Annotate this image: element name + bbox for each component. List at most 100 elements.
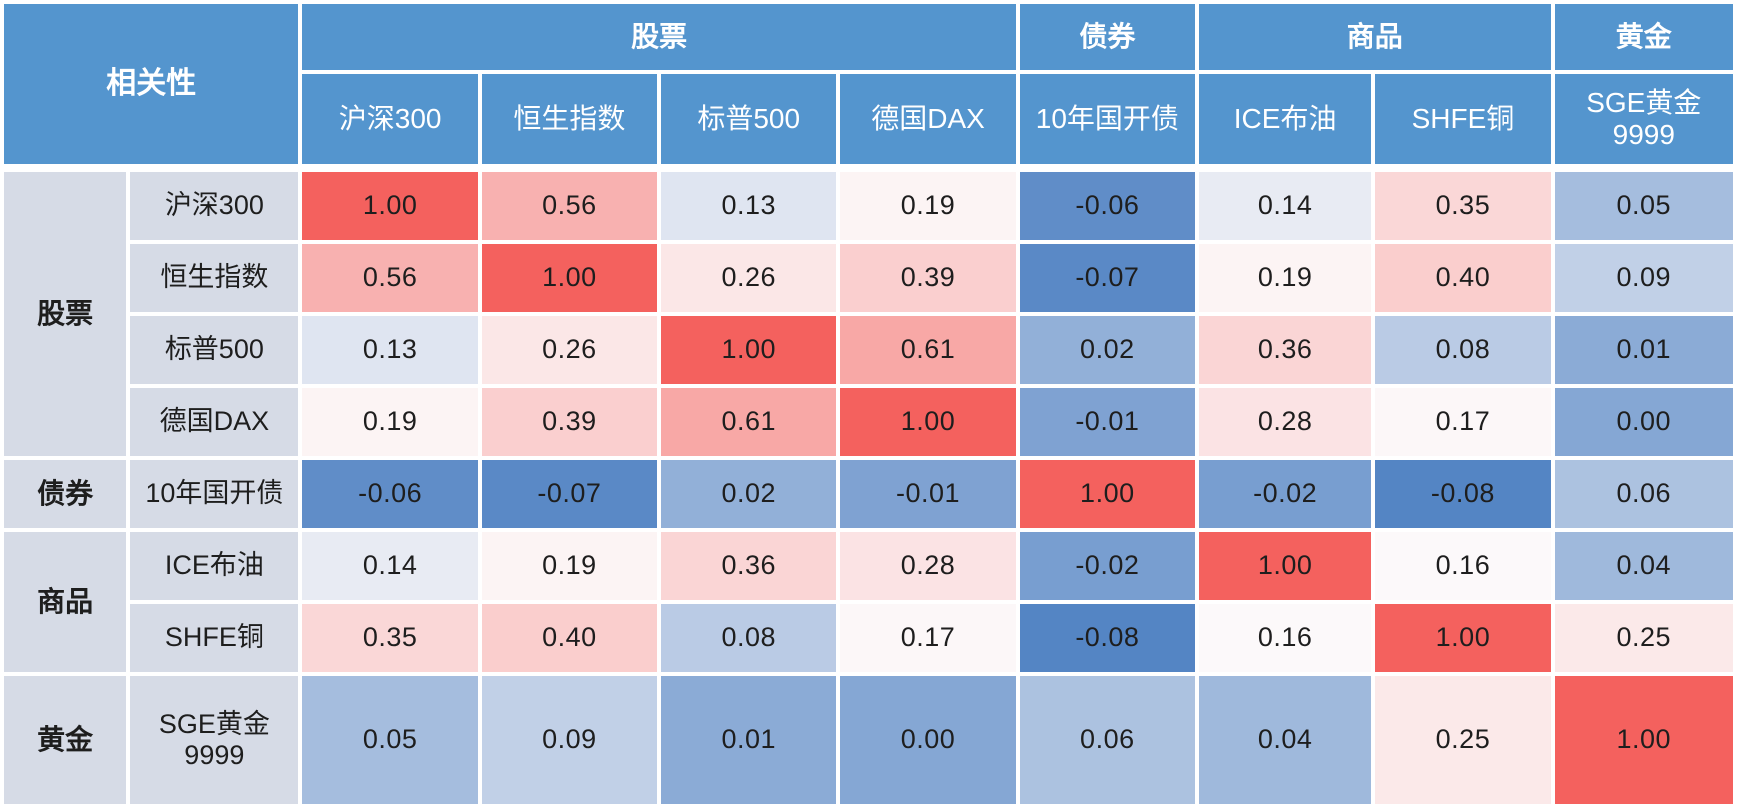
matrix-cell: 0.19: [302, 388, 478, 456]
column-group-header-bonds: 债券: [1019, 4, 1195, 70]
matrix-cell: 0.26: [481, 316, 658, 384]
matrix-cell: 0.28: [840, 532, 1016, 600]
table-row: SHFE铜 0.35 0.40 0.08 0.17 -0.08 0.16 1.0…: [4, 604, 1733, 672]
matrix-cell: 0.16: [1198, 604, 1372, 672]
matrix-cell: 1.00: [1375, 604, 1551, 672]
row-label: 恒生指数: [130, 244, 299, 312]
column-header: 10年国开债: [1019, 74, 1195, 168]
row-label: SGE黄金 9999: [130, 676, 299, 804]
matrix-cell: 0.56: [481, 172, 658, 240]
matrix-cell: 0.35: [1375, 172, 1551, 240]
matrix-cell: 0.04: [1554, 532, 1733, 600]
column-group-header-stocks: 股票: [302, 4, 1016, 70]
column-header: SHFE铜: [1375, 74, 1551, 168]
matrix-cell: 0.01: [661, 676, 837, 804]
matrix-cell: -0.02: [1198, 460, 1372, 528]
matrix-cell: 0.39: [840, 244, 1016, 312]
matrix-cell: 0.08: [661, 604, 837, 672]
matrix-cell: 1.00: [661, 316, 837, 384]
matrix-cell: 0.19: [840, 172, 1016, 240]
matrix-cell: -0.07: [481, 460, 658, 528]
header-row: 沪深300 恒生指数 标普500 德国DAX 10年国开债 ICE布油 SHFE…: [4, 74, 1733, 168]
matrix-cell: 0.36: [661, 532, 837, 600]
column-group-header-gold: 黄金: [1554, 4, 1733, 70]
table-row: 黄金 SGE黄金 9999 0.05 0.09 0.01 0.00 0.06 0…: [4, 676, 1733, 804]
matrix-cell: 1.00: [1198, 532, 1372, 600]
matrix-cell: -0.06: [302, 460, 478, 528]
row-label: 德国DAX: [130, 388, 299, 456]
column-header: SGE黄金 9999: [1554, 74, 1733, 168]
row-label: 10年国开债: [130, 460, 299, 528]
matrix-cell: 0.36: [1198, 316, 1372, 384]
matrix-cell: 1.00: [302, 172, 478, 240]
matrix-cell: 0.02: [1019, 316, 1195, 384]
column-header: 标普500: [661, 74, 837, 168]
row-label: 沪深300: [130, 172, 299, 240]
matrix-cell: 1.00: [1554, 676, 1733, 804]
matrix-cell: 0.14: [1198, 172, 1372, 240]
matrix-cell: 0.02: [661, 460, 837, 528]
matrix-cell: 0.25: [1554, 604, 1733, 672]
column-header: 沪深300: [302, 74, 478, 168]
matrix-cell: 0.28: [1198, 388, 1372, 456]
corner-title: 相关性: [4, 4, 299, 168]
row-group-label-gold: 黄金: [4, 676, 127, 804]
column-group-header-commodities: 商品: [1198, 4, 1551, 70]
matrix-cell: 1.00: [840, 388, 1016, 456]
table-row: 恒生指数 0.56 1.00 0.26 0.39 -0.07 0.19 0.40…: [4, 244, 1733, 312]
table-row: 德国DAX 0.19 0.39 0.61 1.00 -0.01 0.28 0.1…: [4, 388, 1733, 456]
matrix-cell: 0.17: [840, 604, 1016, 672]
matrix-cell: 0.08: [1375, 316, 1551, 384]
matrix-cell: 1.00: [481, 244, 658, 312]
row-label: SHFE铜: [130, 604, 299, 672]
matrix-cell: 0.05: [302, 676, 478, 804]
matrix-cell: 0.00: [1554, 388, 1733, 456]
matrix-cell: 0.04: [1198, 676, 1372, 804]
matrix-cell: 0.35: [302, 604, 478, 672]
matrix-cell: -0.02: [1019, 532, 1195, 600]
matrix-cell: -0.01: [1019, 388, 1195, 456]
header-group-row: 相关性 股票 债券 商品 黄金: [4, 4, 1733, 168]
matrix-cell: 1.00: [1019, 460, 1195, 528]
column-header: ICE布油: [1198, 74, 1372, 168]
matrix-cell: 0.40: [1375, 244, 1551, 312]
table-row: 股票 沪深300 1.00 0.56 0.13 0.19 -0.06 0.14 …: [4, 172, 1733, 456]
matrix-cell: 0.61: [840, 316, 1016, 384]
matrix-cell: 0.19: [1198, 244, 1372, 312]
table-row: 商品 ICE布油 0.14 0.19 0.36 0.28 -0.02 1.00 …: [4, 532, 1733, 672]
matrix-cell: 0.13: [302, 316, 478, 384]
row-label: 标普500: [130, 316, 299, 384]
matrix-cell: 0.09: [481, 676, 658, 804]
column-header: 恒生指数: [481, 74, 658, 168]
matrix-cell: -0.06: [1019, 172, 1195, 240]
matrix-cell: 0.16: [1375, 532, 1551, 600]
matrix-cell: 0.13: [661, 172, 837, 240]
matrix-cell: 0.17: [1375, 388, 1551, 456]
row-group-label-stocks: 股票: [4, 172, 127, 456]
matrix-cell: 0.56: [302, 244, 478, 312]
matrix-cell: 0.01: [1554, 316, 1733, 384]
matrix-cell: -0.07: [1019, 244, 1195, 312]
matrix-cell: 0.14: [302, 532, 478, 600]
matrix-cell: 0.06: [1019, 676, 1195, 804]
matrix-cell: 0.19: [481, 532, 658, 600]
matrix-cell: 0.39: [481, 388, 658, 456]
table-row: 标普500 0.13 0.26 1.00 0.61 0.02 0.36 0.08…: [4, 316, 1733, 384]
matrix-cell: 0.06: [1554, 460, 1733, 528]
column-header: 德国DAX: [840, 74, 1016, 168]
matrix-cell: 0.40: [481, 604, 658, 672]
table-row: 债券 10年国开债 -0.06 -0.07 0.02 -0.01 1.00 -0…: [4, 460, 1733, 528]
matrix-cell: 0.26: [661, 244, 837, 312]
matrix-cell: -0.08: [1375, 460, 1551, 528]
matrix-cell: -0.08: [1019, 604, 1195, 672]
matrix-cell: 0.00: [840, 676, 1016, 804]
row-group-label-commodities: 商品: [4, 532, 127, 672]
matrix-cell: 0.25: [1375, 676, 1551, 804]
row-label: ICE布油: [130, 532, 299, 600]
matrix-cell: -0.01: [840, 460, 1016, 528]
matrix-cell: 0.61: [661, 388, 837, 456]
row-group-label-bonds: 债券: [4, 460, 127, 528]
matrix-cell: 0.05: [1554, 172, 1733, 240]
matrix-cell: 0.09: [1554, 244, 1733, 312]
